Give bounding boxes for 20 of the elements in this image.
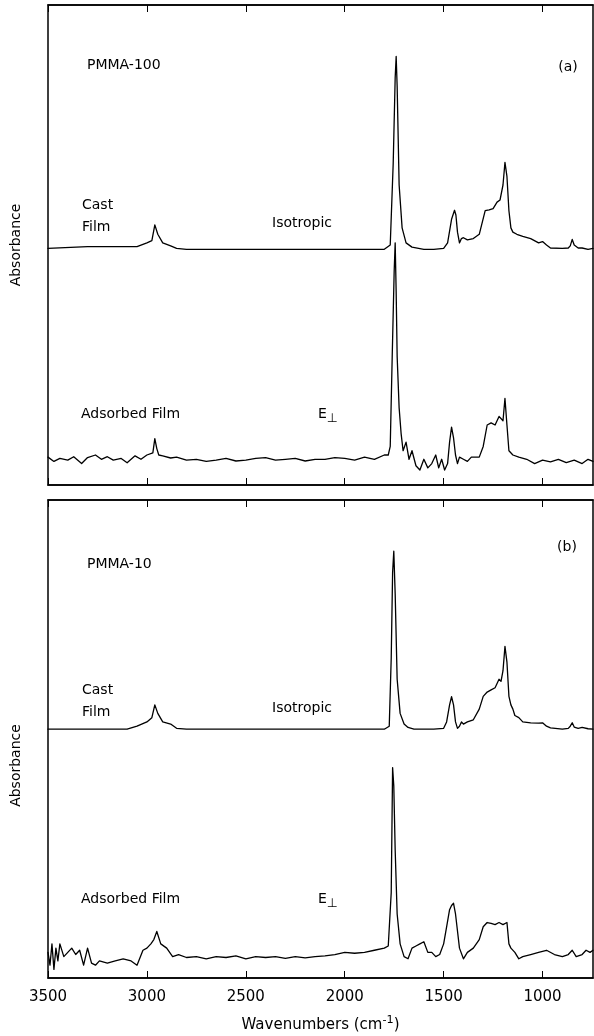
x-tick-label: 3000 [127,986,166,1005]
text: Adsorbed Film [81,890,181,906]
x-tick-label: 2000 [325,986,364,1005]
series-label: Cast Film [82,196,118,234]
x-tick-label: 3500 [28,986,68,1005]
series-label: Cast Film [82,681,118,719]
x-tick-label: 1500 [424,986,463,1005]
x-tick-label: 2500 [226,986,265,1005]
annotation: E⊥ [318,890,338,910]
x-tick-label: 1000 [523,986,562,1005]
annotation: (a) [558,58,578,74]
annotation: Isotropic [272,214,332,230]
annotation: E⊥ [318,405,338,425]
annotation: PMMA-100 [87,56,161,72]
text: Adsorbed Film [81,405,181,421]
y-axis-title: Absorbance [7,203,23,287]
annotation: PMMA-10 [87,555,152,571]
y-axis-title: Absorbance [7,724,23,807]
annotation: Isotropic [272,699,332,715]
annotation: (b) [557,538,577,554]
